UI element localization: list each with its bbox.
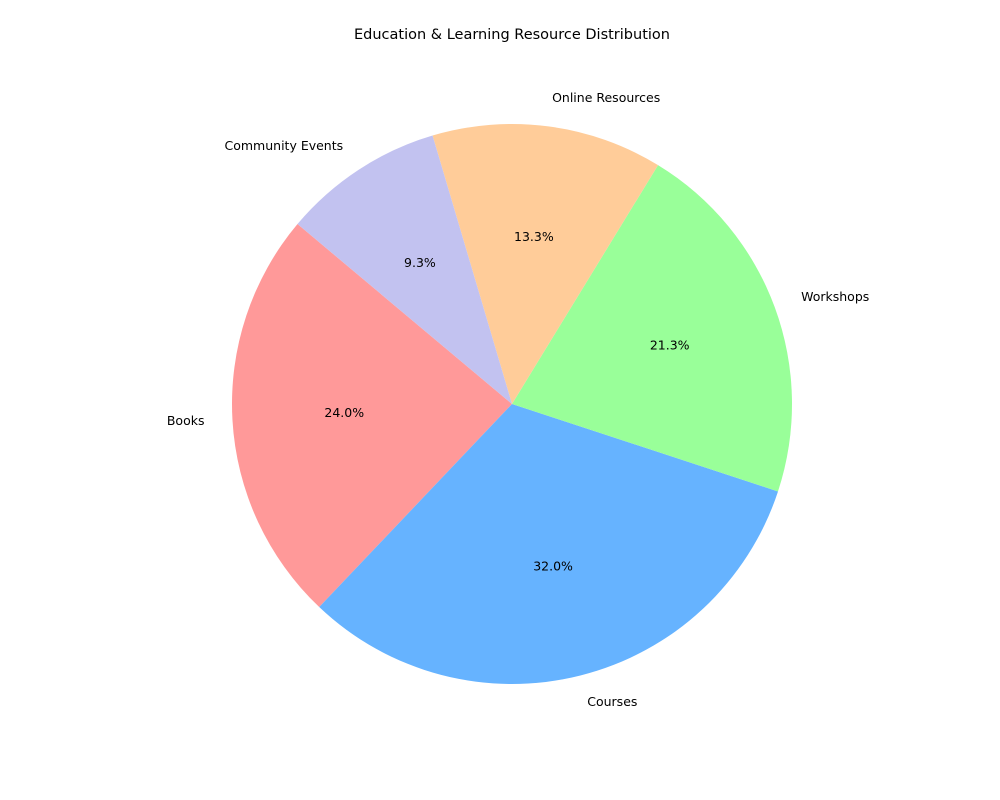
pie-slice-books: [231, 224, 512, 608]
pie-slice-workshops: [512, 165, 792, 492]
pie-slice-online-resources: [432, 123, 659, 404]
slice-percent-online-resources: 13.3%: [514, 229, 554, 244]
slice-label-community-events: Community Events: [225, 138, 344, 153]
pie-slice-community-events: [297, 135, 512, 404]
slice-percent-workshops: 21.3%: [650, 338, 690, 353]
slice-label-workshops: Workshops: [801, 289, 869, 304]
pie-slices: [231, 123, 792, 685]
pie-slice-courses: [319, 404, 778, 685]
chart-title: Education & Learning Resource Distributi…: [354, 27, 670, 43]
slice-label-courses: Courses: [587, 694, 637, 709]
slice-percent-community-events: 9.3%: [404, 255, 436, 270]
pie-labels: Books 24.0% Courses 32.0% Workshops 21.3% Onli…: [167, 90, 869, 709]
slice-percent-books: 24.0%: [324, 405, 364, 420]
slice-label-online-resources: Online Resources: [552, 90, 660, 105]
slice-label-books: Books: [167, 413, 205, 428]
slice-percent-courses: 32.0%: [533, 558, 573, 573]
